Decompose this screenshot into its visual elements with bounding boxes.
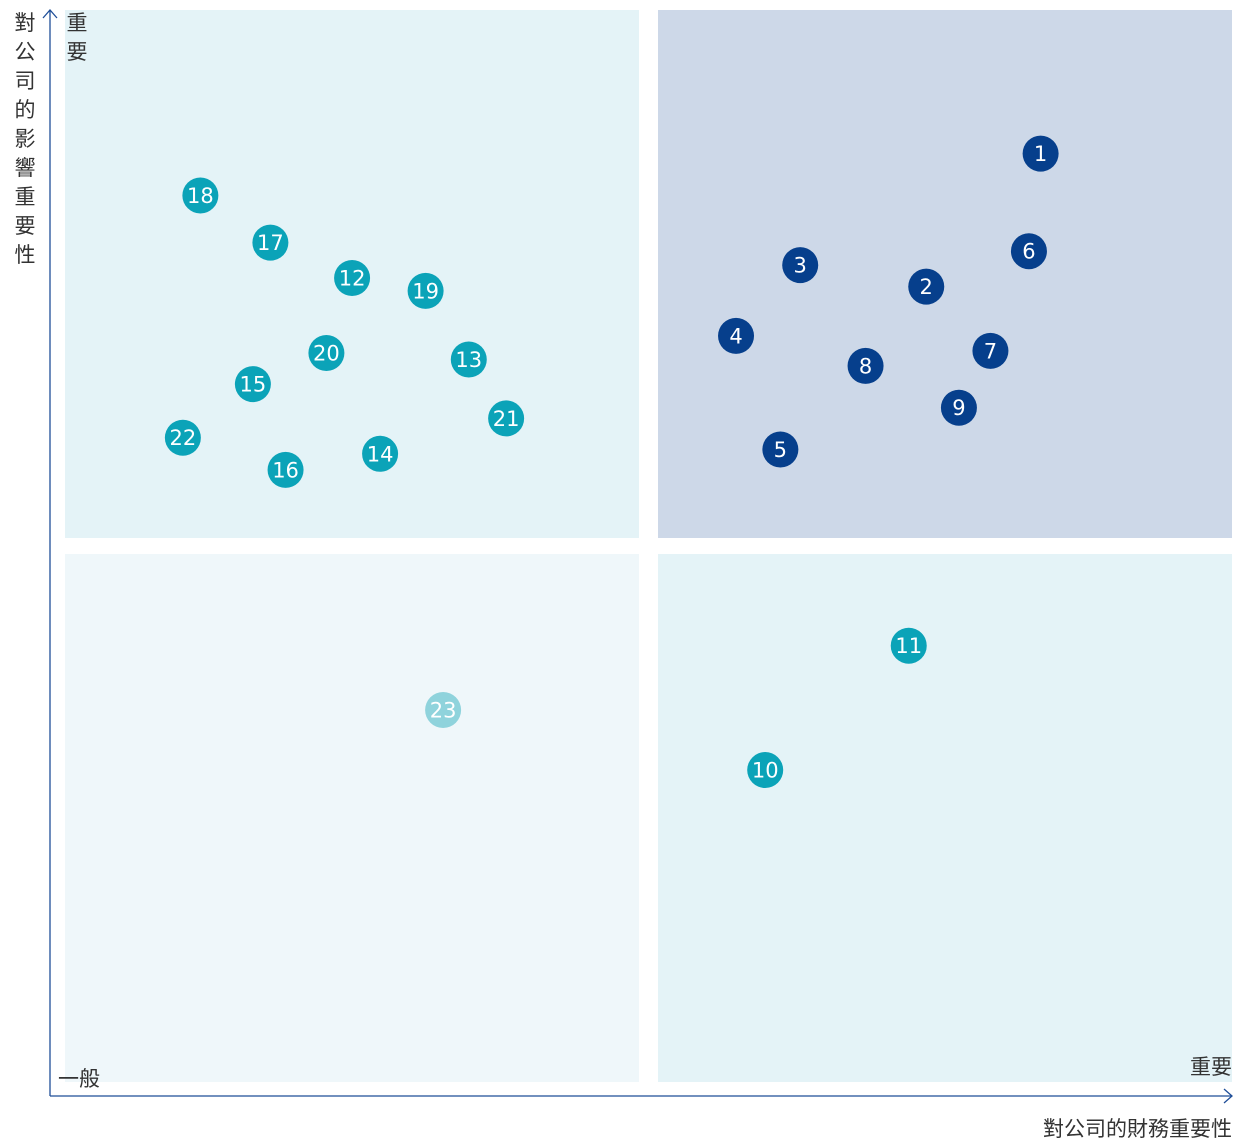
point-marker-17 [252,224,289,261]
point-marker-22 [164,419,201,456]
point-marker-10 [747,752,784,789]
point-label-14: 14 [367,442,394,466]
data-point-13: 13 [450,341,487,378]
data-point-19: 19 [407,272,444,309]
point-label-22: 22 [169,426,196,450]
data-point-4: 4 [718,317,755,354]
point-marker-20 [308,335,345,372]
point-label-16: 16 [272,458,299,482]
data-point-2: 2 [908,268,945,305]
axes [42,9,1233,1104]
quadrant-backgrounds [65,10,1232,1082]
point-marker-2 [908,268,945,305]
point-marker-16 [267,451,304,488]
point-marker-19 [407,272,444,309]
point-label-3: 3 [794,254,807,278]
point-label-19: 19 [412,279,439,303]
point-marker-4 [718,317,755,354]
point-label-12: 12 [339,267,366,291]
x-axis-label: 對公司的財務重要性 [1043,1117,1232,1140]
axis-low-label: 一般 [58,1067,100,1091]
data-point-1: 1 [1022,135,1059,172]
point-marker-15 [234,366,271,403]
point-label-10: 10 [752,759,779,783]
data-point-6: 6 [1010,233,1047,270]
point-marker-23 [425,692,462,729]
y-axis-high-label: 重要 [67,11,88,64]
data-point-21: 21 [488,400,525,437]
x-axis-arrow [1223,1088,1233,1104]
data-point-10: 10 [747,752,784,789]
data-point-5: 5 [762,431,799,468]
quadrant-top-right [658,10,1232,538]
data-point-18: 18 [182,177,219,214]
point-label-6: 6 [1022,240,1035,264]
quadrant-bottom-left [65,554,639,1082]
data-point-20: 20 [308,335,345,372]
data-point-17: 17 [252,224,289,261]
data-point-15: 15 [234,366,271,403]
point-marker-18 [182,177,219,214]
point-label-21: 21 [493,407,520,431]
point-marker-1 [1022,135,1059,172]
point-label-15: 15 [240,373,267,397]
point-label-8: 8 [859,354,872,378]
point-label-4: 4 [729,324,742,348]
y-axis-label: 對公司的影響重要性 [15,11,36,267]
point-marker-5 [762,431,799,468]
y-axis-arrow [42,9,58,19]
point-marker-9 [940,389,977,426]
point-label-1: 1 [1034,142,1047,166]
axis-labels: 對公司的影響重要性 重要 一般 重要 對公司的財務重要性 [15,11,1233,1140]
point-label-20: 20 [313,342,340,366]
data-point-14: 14 [362,435,399,472]
point-label-18: 18 [187,184,214,208]
point-marker-13 [450,341,487,378]
point-label-5: 5 [774,438,787,462]
point-marker-11 [890,627,927,664]
point-marker-21 [488,400,525,437]
data-point-23: 23 [425,692,462,729]
point-label-2: 2 [920,275,933,299]
data-point-12: 12 [334,260,371,296]
point-label-13: 13 [455,348,482,372]
point-label-23: 23 [430,699,457,723]
point-label-11: 11 [895,634,922,658]
data-point-11: 11 [890,627,927,664]
data-point-9: 9 [940,389,977,426]
point-label-7: 7 [984,339,997,363]
point-marker-8 [847,347,884,384]
point-marker-6 [1010,233,1047,270]
point-marker-14 [362,435,399,472]
data-point-22: 22 [164,419,201,456]
data-point-7: 7 [972,332,1009,369]
data-point-3: 3 [782,247,819,284]
x-axis-high-label: 重要 [1190,1055,1232,1079]
point-marker-12 [334,260,371,296]
quadrant-bottom-right [658,554,1232,1082]
data-point-16: 16 [267,451,304,488]
point-label-9: 9 [952,396,965,420]
data-point-8: 8 [847,347,884,384]
point-marker-7 [972,332,1009,369]
point-label-17: 17 [257,231,284,255]
point-marker-3 [782,247,819,284]
